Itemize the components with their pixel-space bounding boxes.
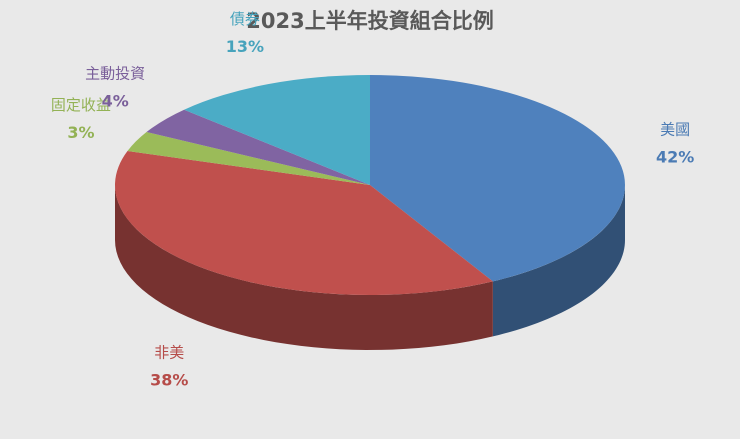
pie-slice	[146, 109, 370, 185]
value-label: 38%	[150, 371, 188, 390]
category-label: 債券	[230, 10, 260, 28]
pie-slice-side	[115, 185, 493, 350]
pie-slice	[370, 75, 625, 282]
pie-slice	[127, 132, 370, 185]
value-label: 3%	[67, 123, 94, 142]
value-label: 13%	[226, 37, 264, 56]
pie-slice-side	[492, 185, 625, 337]
category-label: 主動投資	[85, 65, 145, 83]
pie-slice	[184, 75, 370, 185]
category-label: 美國	[660, 120, 690, 138]
value-label: 42%	[656, 147, 694, 166]
category-label: 固定收益	[51, 96, 111, 114]
pie-slice	[115, 151, 493, 295]
value-label: 4%	[102, 92, 129, 111]
chart-title: 2023上半年投資組合比例	[246, 9, 493, 33]
category-label: 非美	[154, 344, 184, 362]
